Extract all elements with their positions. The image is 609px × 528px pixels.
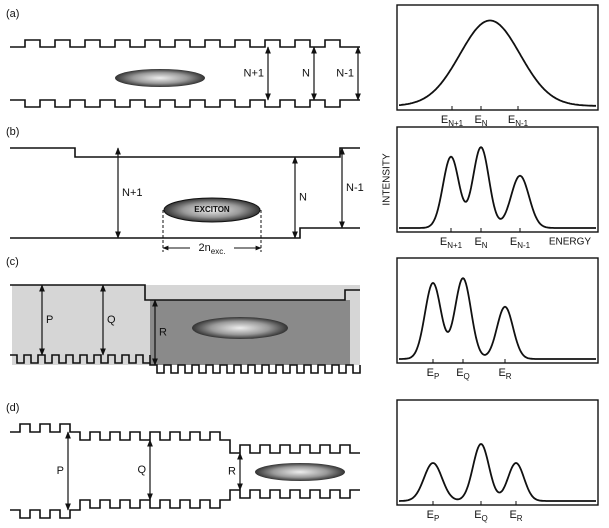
width-label: N xyxy=(299,191,307,203)
y-axis-label: INTENSITY xyxy=(382,153,393,206)
width-label: R xyxy=(159,326,167,338)
energy-label: EP xyxy=(427,509,440,523)
energy-label: EP xyxy=(427,367,440,381)
energy-label-sub: P xyxy=(434,514,439,523)
well-wall xyxy=(10,354,361,374)
energy-label-base: E xyxy=(427,509,434,521)
energy-label: ER xyxy=(498,367,511,381)
well-wall xyxy=(10,147,360,158)
spectrum-curve xyxy=(399,146,596,229)
exciton xyxy=(115,69,205,87)
energy-label-base: E xyxy=(474,114,481,126)
energy-label-sub: P xyxy=(434,372,439,381)
width-label: N-1 xyxy=(336,67,354,79)
well-wall xyxy=(10,284,360,301)
spectrum-frame xyxy=(396,126,599,233)
energy-label-base: E xyxy=(474,509,481,521)
energy-label: EN-1 xyxy=(508,114,529,128)
energy-label-sub: N xyxy=(482,241,488,250)
panel-label: (c) xyxy=(6,256,19,268)
energy-label: EN+1 xyxy=(440,236,463,250)
exciton xyxy=(163,197,261,223)
exciton xyxy=(192,317,288,339)
energy-label-sub: R xyxy=(517,514,523,523)
length-label: 2nexc. xyxy=(199,242,226,256)
spectrum-curve xyxy=(399,443,596,502)
panel-label: (d) xyxy=(6,402,19,414)
length-label-bg xyxy=(190,241,234,255)
width-label: N xyxy=(302,67,310,79)
length-label-base: 2n xyxy=(199,242,211,254)
energy-label-sub: Q xyxy=(482,514,488,523)
width-label: N-1 xyxy=(346,182,364,194)
energy-label-base: E xyxy=(456,367,463,379)
width-label: N+1 xyxy=(244,67,265,79)
width-label: P xyxy=(46,314,53,326)
width-label: N+1 xyxy=(122,187,143,199)
energy-label-base: E xyxy=(427,367,434,379)
energy-label-sub: N+1 xyxy=(447,241,462,250)
width-label: P xyxy=(57,465,64,477)
energy-label: EQ xyxy=(456,367,470,381)
well-wall xyxy=(10,227,360,239)
spectrum-curve xyxy=(399,277,596,360)
well-wall xyxy=(10,39,360,48)
energy-label-sub: N+1 xyxy=(448,119,463,128)
panel-label: (b) xyxy=(6,126,19,138)
energy-label-base: E xyxy=(508,114,515,126)
energy-label-base: E xyxy=(474,236,481,248)
spectrum-frame xyxy=(396,399,599,506)
well-wall xyxy=(10,423,360,454)
exciton xyxy=(255,463,345,481)
well-wall xyxy=(10,489,360,519)
energy-label-base: E xyxy=(498,367,505,379)
energy-label: EN+1 xyxy=(441,114,464,128)
energy-label: EN xyxy=(474,114,487,128)
energy-label-sub: Q xyxy=(464,372,470,381)
exciton-label: EXCITON xyxy=(194,205,230,214)
energy-label-base: E xyxy=(509,509,516,521)
energy-label-sub: N xyxy=(482,119,488,128)
energy-label: EN xyxy=(474,236,487,250)
energy-label-sub: N-1 xyxy=(515,119,528,128)
width-label: R xyxy=(228,465,236,477)
width-label: Q xyxy=(107,314,116,326)
spectrum-curve xyxy=(399,19,596,107)
energy-label: ER xyxy=(509,509,522,523)
energy-label-base: E xyxy=(440,236,447,248)
spectrum-frame xyxy=(396,257,599,364)
spectrum-frame xyxy=(396,4,599,111)
panel-label: (a) xyxy=(6,8,19,20)
x-axis-label: ENERGY xyxy=(549,237,592,248)
length-label-sub: exc. xyxy=(211,247,226,256)
energy-label: EQ xyxy=(474,509,488,523)
energy-label-sub: R xyxy=(506,372,512,381)
energy-label-base: E xyxy=(441,114,448,126)
well-wall xyxy=(10,99,360,108)
energy-label-base: E xyxy=(510,236,517,248)
width-label: Q xyxy=(137,464,146,476)
energy-label-sub: N-1 xyxy=(517,241,530,250)
energy-label: EN-1 xyxy=(510,236,531,250)
